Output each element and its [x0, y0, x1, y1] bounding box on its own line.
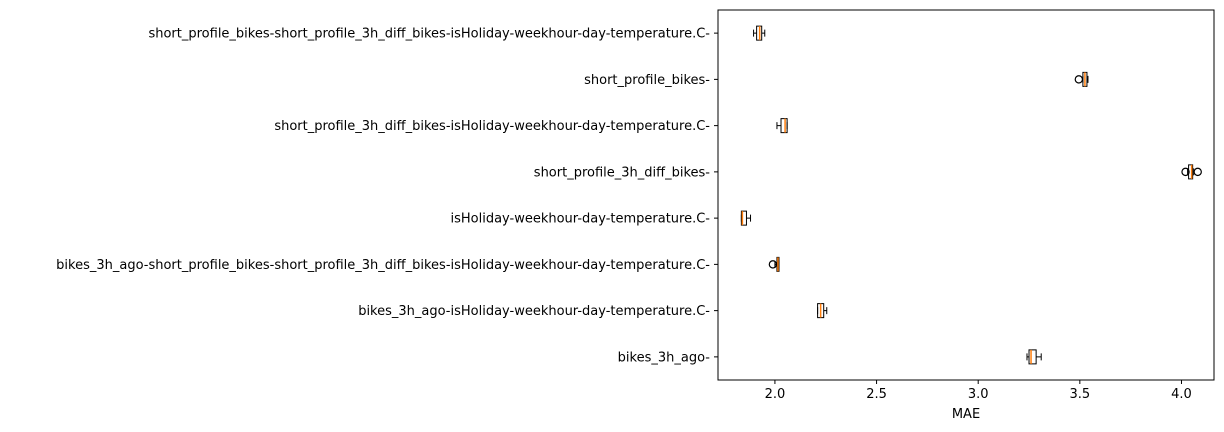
- box-group-3: [1181, 164, 1202, 180]
- x-axis-label: MAE: [952, 407, 980, 422]
- y-tick-label-2: short_profile_3h_diff_bikes-isHoliday-we…: [274, 119, 710, 134]
- box-iqr-2: [780, 118, 788, 134]
- x-tick-label-4: 4.0: [1171, 387, 1192, 402]
- y-tick-label-3: short_profile_3h_diff_bikes-: [534, 165, 711, 180]
- box-iqr-7: [1028, 349, 1037, 365]
- y-tick-label-4: isHoliday-weekhour-day-temperature.C-: [451, 212, 711, 227]
- y-axis: short_profile_bikes-short_profile_3h_dif…: [56, 27, 718, 365]
- x-tick-label-2: 3.0: [968, 387, 989, 402]
- y-tick-label-1: short_profile_bikes-: [584, 73, 710, 88]
- y-tick-label-5: bikes_3h_ago-short_profile_bikes-short_p…: [56, 258, 710, 273]
- box-group-7: [1026, 349, 1042, 365]
- box-group-5: [768, 256, 780, 272]
- x-tick-label-1: 2.5: [866, 387, 887, 402]
- y-tick-label-6: bikes_3h_ago-isHoliday-weekhour-day-temp…: [358, 304, 710, 319]
- outlier-point-5-0: [768, 260, 778, 269]
- x-tick-label-0: 2.0: [765, 387, 786, 402]
- plot-area-frame: [717, 9, 1215, 381]
- x-axis: 2.0 2.5 3.0 3.5 4.0: [765, 380, 1192, 402]
- outlier-point-3-1: [1193, 167, 1202, 177]
- boxes-layer: [740, 25, 1202, 365]
- box-group-0: [753, 25, 766, 41]
- y-tick-label-0: short_profile_bikes-short_profile_3h_dif…: [148, 27, 710, 42]
- y-tick-label-7: bikes_3h_ago-: [618, 350, 711, 365]
- box-iqr-4: [740, 210, 747, 226]
- box-group-6: [817, 303, 828, 319]
- box-group-1: [1074, 71, 1089, 87]
- box-group-2: [776, 118, 788, 134]
- outlier-point-1-0: [1074, 75, 1084, 84]
- outlier-point-3-0: [1181, 167, 1190, 177]
- x-tick-label-3: 3.5: [1069, 387, 1090, 402]
- box-group-4: [740, 210, 752, 226]
